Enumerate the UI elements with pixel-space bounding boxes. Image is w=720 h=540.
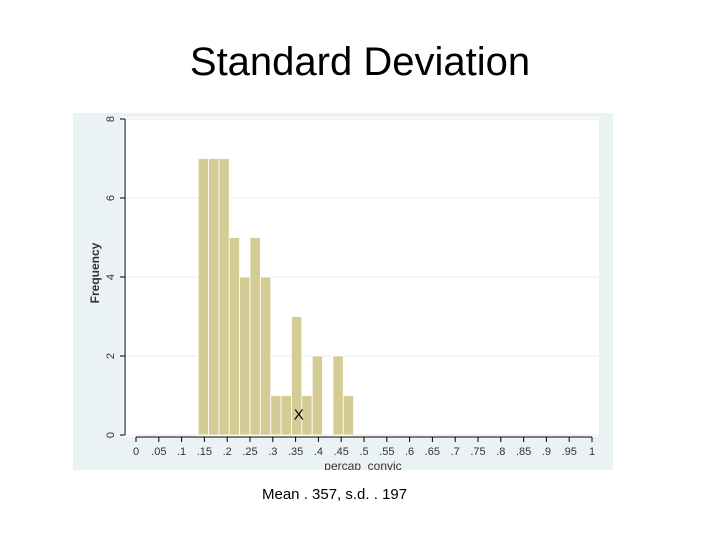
- x-tick-label: .35: [288, 446, 303, 458]
- bar-1: [208, 158, 220, 436]
- bar-3: [228, 237, 241, 436]
- bar-13: [332, 355, 344, 436]
- x-tick-label: .85: [516, 446, 531, 458]
- y-tick-label: 6: [105, 195, 117, 201]
- histogram-chart: 0 2 4 6 8 0 .05 .1 .15 .2 .25 .3 .35 .4 .45 .5 .55 .6 .65.…: [73, 113, 613, 470]
- bar-8: [280, 395, 292, 436]
- bars: [197, 158, 355, 436]
- bar-2: [218, 158, 230, 436]
- y-tick-label: 8: [105, 116, 117, 122]
- x-tick-label: .6: [405, 446, 414, 458]
- bar-6: [259, 276, 272, 436]
- x-tick-label: .65: [425, 446, 440, 458]
- x-tick-label: .5: [359, 446, 368, 458]
- x-tick-label: .05: [151, 446, 166, 458]
- bar-5: [249, 237, 261, 436]
- x-tick-label: .8: [496, 446, 505, 458]
- mean-marker: X: [294, 406, 304, 423]
- x-tick-label: .1: [177, 446, 186, 458]
- x-tick-label: .45: [334, 446, 349, 458]
- y-tick-label: 4: [105, 274, 117, 280]
- bar-7: [270, 395, 282, 436]
- x-tick-label: .3: [268, 446, 277, 458]
- bar-0: [197, 158, 209, 436]
- x-axis-label: percap_convic: [324, 459, 401, 470]
- bar-14: [342, 395, 355, 436]
- x-tick-label: .2: [223, 446, 232, 458]
- x-tick-label: .7: [451, 446, 460, 458]
- bar-9: [291, 316, 303, 436]
- x-tick-label: 0: [133, 446, 139, 458]
- ticks: 0 2 4 6 8 0 .05 .1 .15 .2 .25 .3 .35 .4 .45 .5 .55 .6 .65.…: [105, 116, 595, 458]
- x-tick-label: .55: [379, 446, 394, 458]
- x-tick-label: .75: [470, 446, 485, 458]
- y-tick-label: 2: [105, 353, 117, 359]
- slide-title: Standard Deviation: [189, 40, 531, 84]
- bar-11: [311, 355, 323, 436]
- x-tick-label: .25: [242, 446, 257, 458]
- mean-sd-caption: Mean . 357, s.d. . 197: [262, 486, 408, 503]
- x-tick-label: .4: [314, 446, 323, 458]
- x-tick-label: .15: [197, 446, 212, 458]
- x-tick-label: 1: [589, 446, 595, 458]
- y-axis-label: Frequency: [88, 242, 102, 303]
- x-tick-label: .9: [542, 446, 551, 458]
- x-tick-label: .95: [562, 446, 577, 458]
- y-tick-label: 0: [105, 432, 117, 438]
- bar-4: [239, 276, 251, 436]
